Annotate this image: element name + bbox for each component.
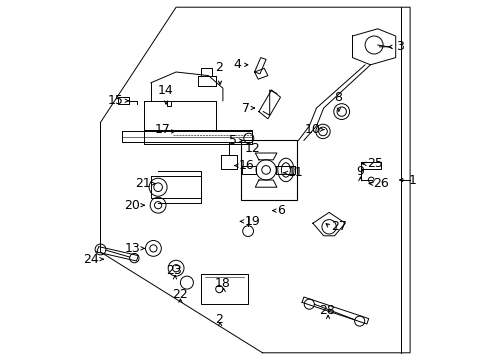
- Text: 13: 13: [124, 242, 140, 255]
- Text: 2: 2: [215, 61, 223, 74]
- Text: 14: 14: [157, 84, 173, 97]
- Text: 5: 5: [229, 134, 237, 147]
- Text: 17: 17: [155, 123, 170, 136]
- Bar: [241, 140, 296, 200]
- Text: 22: 22: [171, 288, 187, 301]
- Text: 21: 21: [135, 177, 151, 190]
- Text: 20: 20: [124, 199, 140, 212]
- Text: 10: 10: [304, 123, 320, 136]
- Text: 7: 7: [242, 102, 249, 114]
- Text: 28: 28: [319, 304, 335, 317]
- Text: 24: 24: [83, 253, 99, 266]
- Text: 9: 9: [355, 165, 363, 178]
- Text: 18: 18: [215, 277, 230, 290]
- Text: 16: 16: [239, 159, 254, 172]
- Text: 27: 27: [330, 220, 346, 233]
- Text: 2: 2: [215, 313, 223, 326]
- Text: 25: 25: [366, 157, 382, 170]
- Text: 15: 15: [108, 94, 123, 107]
- Text: 26: 26: [373, 177, 388, 190]
- Text: 23: 23: [166, 264, 182, 277]
- Text: 12: 12: [244, 142, 260, 155]
- Text: 3: 3: [395, 40, 403, 53]
- Text: 11: 11: [287, 166, 303, 179]
- Text: 19: 19: [244, 215, 260, 228]
- Text: 6: 6: [276, 204, 284, 217]
- Text: 4: 4: [233, 58, 241, 71]
- Text: 1: 1: [407, 174, 415, 186]
- Text: 8: 8: [333, 91, 342, 104]
